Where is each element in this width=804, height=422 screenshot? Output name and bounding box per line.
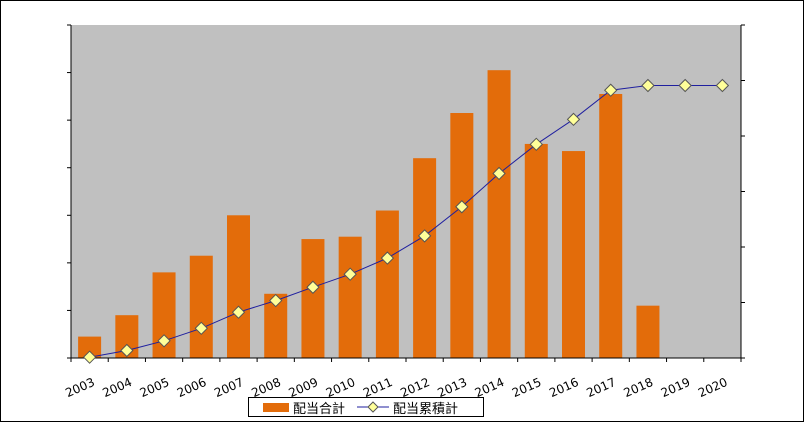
legend-line-swatch	[357, 401, 390, 413]
legend-entry-bar: 配当合計	[249, 398, 345, 417]
bar-2006	[189, 255, 213, 358]
x-tick-label-2017: 2017	[584, 375, 618, 400]
marker-2005	[157, 334, 171, 348]
marker-2017	[604, 83, 618, 97]
bar-2018	[636, 305, 660, 358]
x-tick-label-2003: 2003	[63, 375, 97, 400]
marker-2018	[641, 78, 655, 93]
marker-2011	[380, 251, 395, 265]
x-tick-label-2006: 2006	[175, 375, 209, 400]
marker-2008	[269, 293, 283, 308]
marker-2012	[417, 229, 432, 243]
bar-2005	[152, 272, 176, 358]
x-tick-label-2020: 2020	[696, 375, 730, 400]
bar-2012	[413, 158, 437, 358]
bar-2015	[524, 143, 548, 358]
bar-2007	[227, 215, 250, 358]
legend-bar-label: 配当合計	[293, 401, 346, 417]
marker-2015	[529, 137, 543, 152]
x-tick-label-2015: 2015	[510, 375, 544, 400]
bar-2009	[301, 239, 325, 358]
x-tick-label-2007: 2007	[212, 375, 246, 400]
bar-2014	[487, 70, 511, 358]
legend-line-label: 配当累積計	[393, 401, 459, 417]
bar-2010	[338, 236, 362, 358]
legend-entry-line: 配当累積計	[345, 398, 458, 417]
marker-2013	[455, 200, 469, 214]
bar-2008	[264, 293, 288, 358]
plot-area	[71, 25, 741, 358]
bar-2016	[562, 151, 585, 358]
bar-2011	[375, 210, 399, 358]
x-tick-label-2005: 2005	[138, 375, 172, 400]
marker-2007	[231, 305, 246, 319]
marker-2020	[715, 78, 730, 93]
bar-2004	[115, 315, 139, 358]
marker-2010	[343, 267, 357, 281]
legend: 配当合計 配当累積計	[248, 397, 484, 417]
marker-2016	[566, 112, 581, 127]
x-tick-label-2004: 2004	[100, 375, 134, 400]
marker-2003	[82, 350, 97, 364]
x-tick-label-2018: 2018	[622, 375, 656, 400]
bar-2013	[450, 113, 474, 358]
marker-2004	[120, 343, 134, 358]
bar-2017	[599, 93, 623, 358]
x-tick-label-2016: 2016	[547, 375, 581, 400]
marker-2009	[306, 280, 320, 294]
bar-2003	[78, 336, 102, 358]
legend-bar-swatch	[263, 402, 289, 412]
marker-2006	[194, 321, 208, 336]
marker-2019	[678, 78, 692, 93]
marker-2014	[492, 166, 506, 181]
x-tick-label-2019: 2019	[659, 375, 693, 400]
cumulative-line	[89, 85, 723, 358]
